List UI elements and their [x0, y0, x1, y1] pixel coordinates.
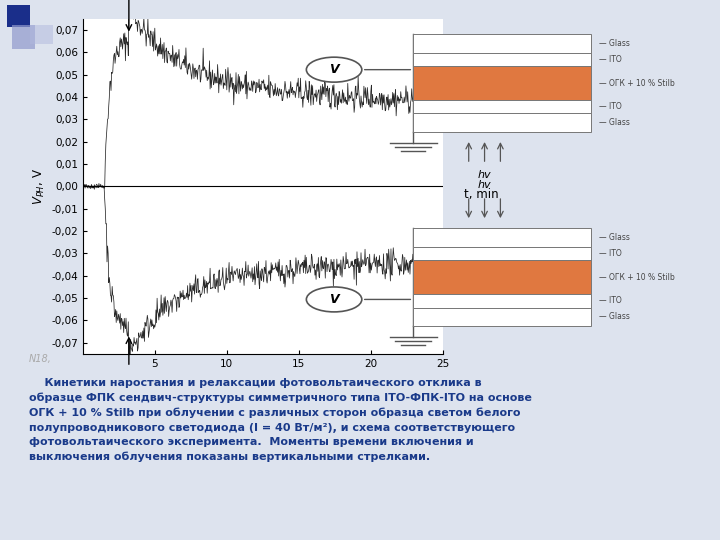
FancyBboxPatch shape: [413, 113, 592, 132]
FancyBboxPatch shape: [413, 294, 592, 308]
Text: — ITO: — ITO: [599, 249, 622, 258]
FancyBboxPatch shape: [413, 52, 592, 66]
Text: V: V: [329, 293, 339, 306]
Text: — ITO: — ITO: [599, 296, 622, 306]
FancyBboxPatch shape: [413, 308, 592, 326]
Text: Кинетики наростания и релаксации фотовольтаического отклика в
образце ФПК сендви: Кинетики наростания и релаксации фотовол…: [29, 378, 531, 462]
Text: hv: hv: [478, 170, 491, 180]
FancyBboxPatch shape: [413, 34, 592, 52]
FancyBboxPatch shape: [413, 247, 592, 260]
Text: — ОГК + 10 % Stilb: — ОГК + 10 % Stilb: [599, 273, 675, 282]
FancyBboxPatch shape: [413, 228, 592, 247]
Text: — ITO: — ITO: [599, 55, 622, 64]
Text: V: V: [329, 63, 339, 76]
Text: — Glass: — Glass: [599, 118, 630, 127]
Y-axis label: $V_{PH}$, V: $V_{PH}$, V: [32, 168, 47, 205]
Text: t, min: t, min: [464, 188, 499, 201]
FancyBboxPatch shape: [413, 100, 592, 113]
FancyBboxPatch shape: [413, 66, 592, 100]
FancyBboxPatch shape: [413, 260, 592, 294]
Text: — ОГК + 10 % Stilb: — ОГК + 10 % Stilb: [599, 78, 675, 87]
Text: — Glass: — Glass: [599, 312, 630, 321]
Text: — Glass: — Glass: [599, 39, 630, 48]
Bar: [7, 5, 30, 27]
Text: N18,: N18,: [29, 354, 52, 364]
Text: hv: hv: [478, 180, 491, 191]
Text: — ITO: — ITO: [599, 103, 622, 111]
Text: — Glass: — Glass: [599, 233, 630, 242]
Bar: [30, 25, 53, 44]
Bar: [12, 25, 35, 49]
